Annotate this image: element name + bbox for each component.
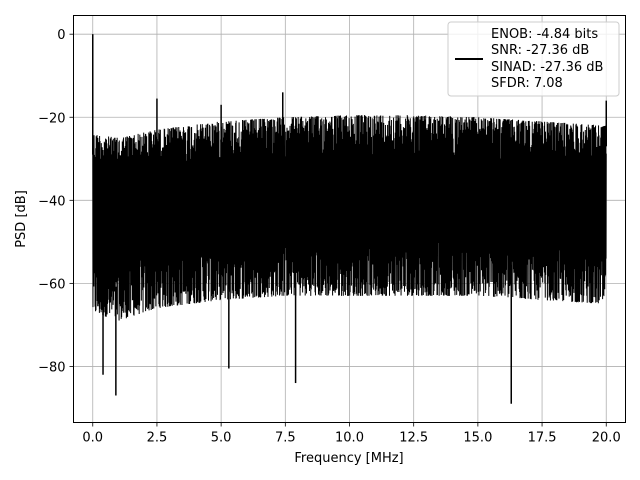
legend: ENOB: -4.84 bits SNR: -27.36 dB SINAD: -… bbox=[447, 21, 620, 97]
ticks: 0.0 2.5 5.0 7.5 10.0 12.5 15.0 17.5 20.0 0 −20 −40 −… bbox=[38, 28, 621, 445]
psd-series-line bbox=[92, 115, 607, 321]
x-tick-label: 0.0 bbox=[82, 431, 103, 446]
legend-enob: ENOB: -4.84 bits bbox=[491, 27, 598, 42]
x-tick-label: 10.0 bbox=[335, 431, 364, 446]
y-tick-label: −40 bbox=[38, 194, 65, 209]
x-axis-label: Frequency [MHz] bbox=[294, 451, 403, 466]
x-tick-label: 17.5 bbox=[528, 431, 557, 446]
x-tick-label: 20.0 bbox=[592, 431, 621, 446]
x-tick-label: 7.5 bbox=[275, 431, 296, 446]
x-tick-label: 12.5 bbox=[399, 431, 428, 446]
y-tick-label: −60 bbox=[38, 277, 65, 292]
x-tick-label: 2.5 bbox=[147, 431, 168, 446]
x-tick-label: 15.0 bbox=[463, 431, 492, 446]
y-tick-label: −80 bbox=[38, 360, 65, 375]
legend-sfdr: SFDR: 7.08 bbox=[491, 76, 563, 91]
x-tick-label: 5.0 bbox=[211, 431, 232, 446]
plot-area bbox=[92, 34, 607, 404]
y-tick-label: −20 bbox=[38, 111, 65, 126]
legend-box bbox=[447, 21, 620, 97]
y-axis-label: PSD [dB] bbox=[14, 190, 29, 248]
y-tick-label: 0 bbox=[57, 28, 65, 43]
legend-snr: SNR: -27.36 dB bbox=[491, 43, 589, 58]
legend-sinad: SINAD: -27.36 dB bbox=[491, 60, 603, 75]
